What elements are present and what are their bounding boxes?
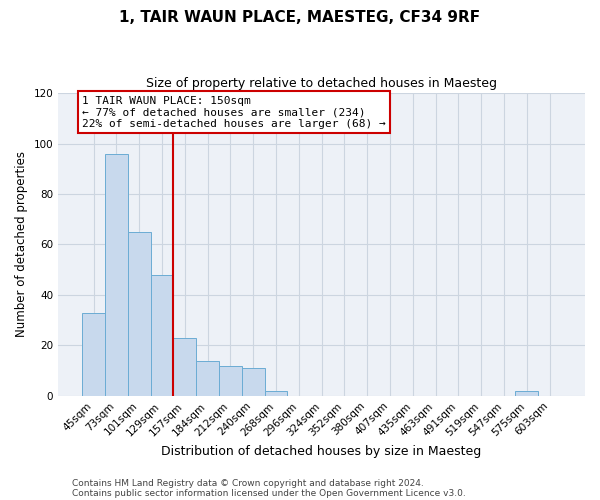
- Bar: [82, 312, 105, 396]
- Bar: [151, 274, 173, 396]
- Text: Contains public sector information licensed under the Open Government Licence v3: Contains public sector information licen…: [72, 488, 466, 498]
- Text: 1 TAIR WAUN PLACE: 150sqm
← 77% of detached houses are smaller (234)
22% of semi: 1 TAIR WAUN PLACE: 150sqm ← 77% of detac…: [82, 96, 386, 129]
- Bar: [219, 366, 242, 396]
- Bar: [242, 368, 265, 396]
- Bar: [196, 360, 219, 396]
- Bar: [173, 338, 196, 396]
- Bar: [128, 232, 151, 396]
- Y-axis label: Number of detached properties: Number of detached properties: [15, 152, 28, 338]
- Bar: [265, 391, 287, 396]
- Text: 1, TAIR WAUN PLACE, MAESTEG, CF34 9RF: 1, TAIR WAUN PLACE, MAESTEG, CF34 9RF: [119, 10, 481, 25]
- X-axis label: Distribution of detached houses by size in Maesteg: Distribution of detached houses by size …: [161, 444, 482, 458]
- Text: Contains HM Land Registry data © Crown copyright and database right 2024.: Contains HM Land Registry data © Crown c…: [72, 478, 424, 488]
- Bar: [515, 391, 538, 396]
- Title: Size of property relative to detached houses in Maesteg: Size of property relative to detached ho…: [146, 78, 497, 90]
- Bar: [105, 154, 128, 396]
